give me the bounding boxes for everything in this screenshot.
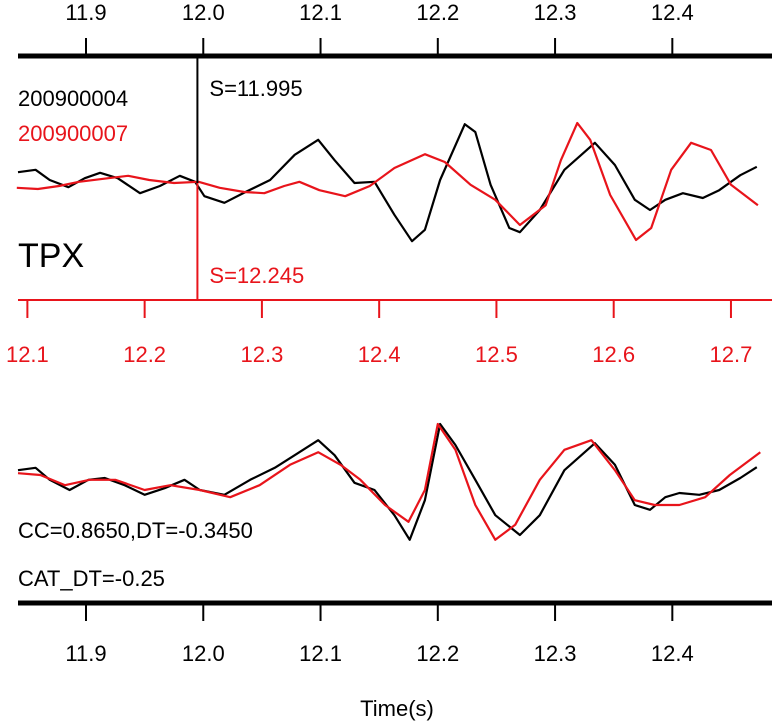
annotation: CAT_DT=-0.25 [18,566,165,591]
top-x-axis-tick-label: 12.0 [182,0,225,25]
waveform [17,422,758,541]
bottom-x-axis-tick-label: 11.9 [65,641,106,666]
top-x-axis-tick-label: 11.9 [65,0,106,25]
bottom-x-axis-tick-label: 12.4 [651,641,694,666]
red-x-axis-tick-label: 12.2 [123,342,166,367]
bottom-x-axis-tick-label: 12.3 [534,641,577,666]
red-x-axis-tick-label: 12.7 [710,342,753,367]
red-x-axis-tick-label: 12.3 [240,342,283,367]
bottom-x-axis-tick-label: 12.2 [416,641,459,666]
red-x-axis-tick-label: 12.4 [358,342,401,367]
bottom-x-axis-tick-label: 12.0 [182,641,225,666]
legend-entry: 200900004 [18,86,128,111]
red-x-axis-tick-label: 12.1 [6,342,49,367]
pick-label: S=12.245 [209,263,304,288]
top-x-axis-tick-label: 12.4 [651,0,694,25]
top-x-axis-tick-label: 12.3 [534,0,577,25]
waveform [17,123,758,243]
red-x-axis-tick-label: 12.5 [475,342,518,367]
annotation: CC=0.8650,DT=-0.3450 [18,518,253,543]
pick-label: S=11.995 [209,76,302,101]
red-x-axis-tick-label: 12.6 [592,342,635,367]
waveform [17,422,761,541]
legend-entry: 200900007 [18,121,128,146]
top-x-axis-tick-label: 12.2 [416,0,459,25]
bottom-x-axis-tick-label: 12.1 [299,641,342,666]
x-axis-label: Time(s) [360,696,434,721]
station-label: TPX [18,237,84,275]
top-x-axis-tick-label: 12.1 [299,0,342,25]
waveform [16,121,759,242]
